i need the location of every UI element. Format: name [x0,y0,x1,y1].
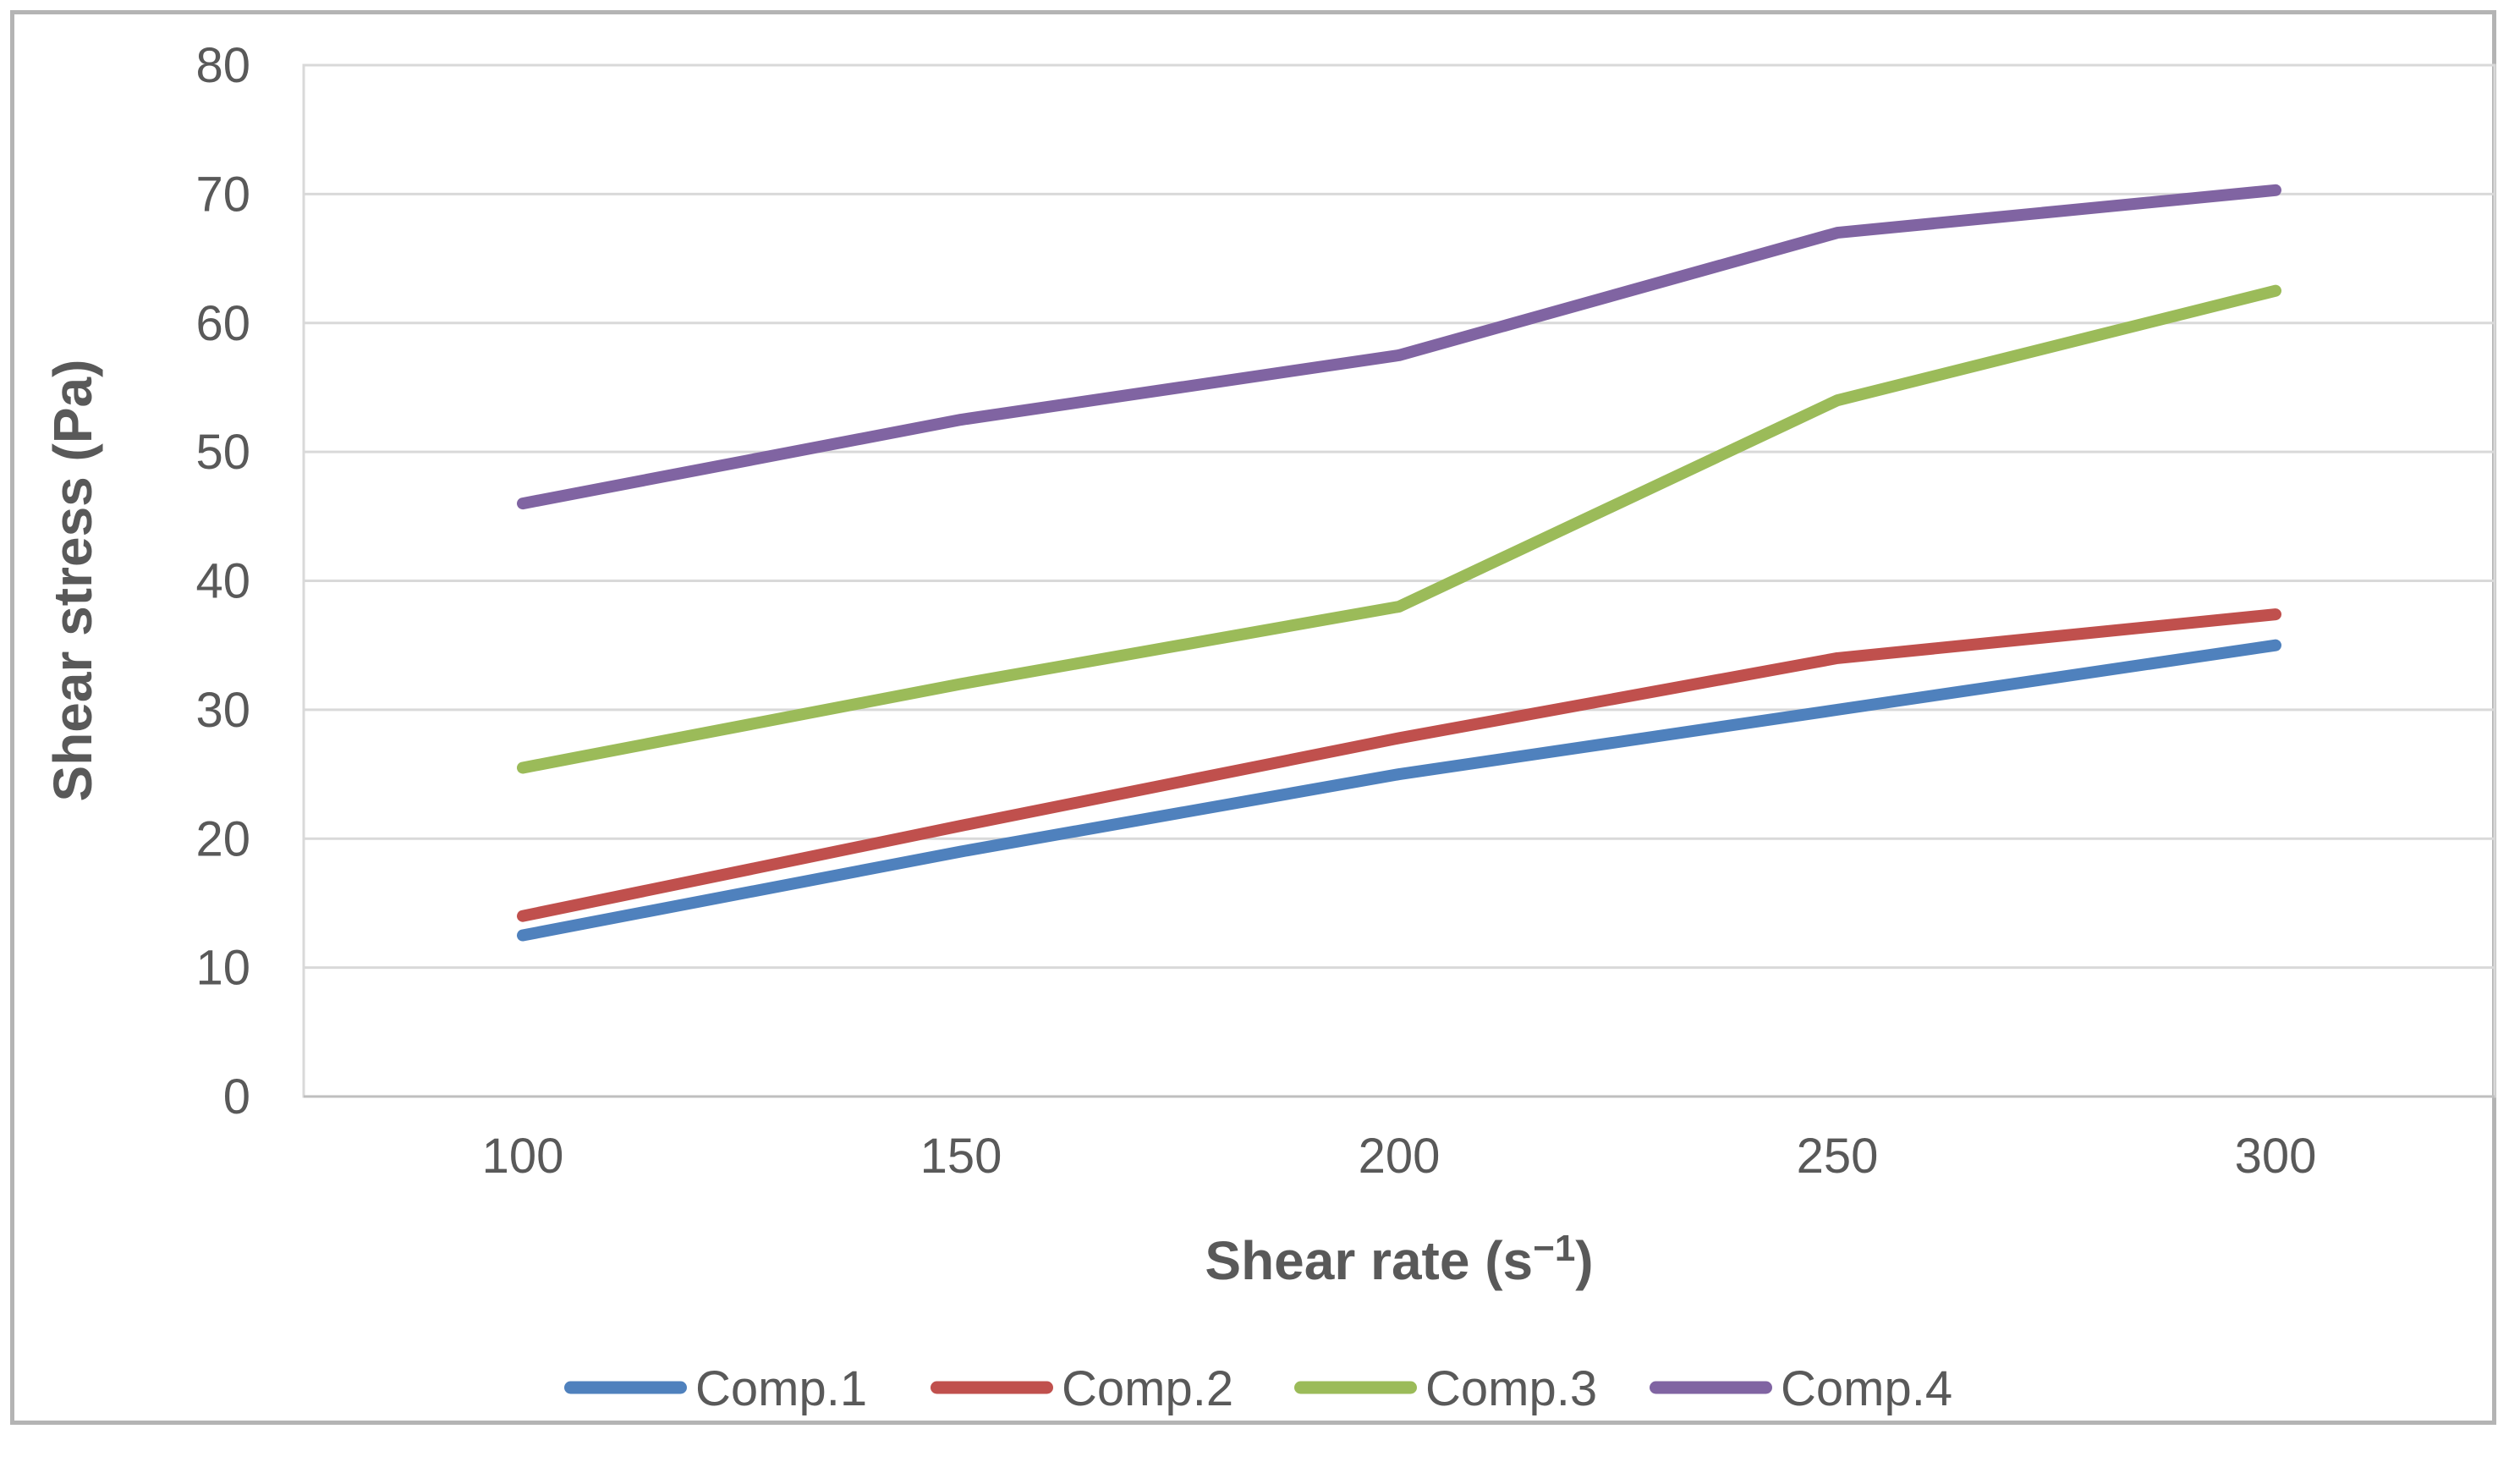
legend-swatch-comp-4 [1650,1381,1772,1394]
legend-label-comp-3: Comp.3 [1425,1361,1597,1416]
y-tick-label-0: 0 [223,1069,250,1124]
tick-label-layer: 0 10 20 30 40 50 60 70 80 100 150 200 250 300 [195,38,2316,1184]
series-line-comp-4 [517,184,2281,510]
x-axis-title-main: Shear rate (s [1205,1230,1533,1291]
y-tick-label-50: 50 [195,425,250,480]
y-axis-title: Shear stress (Pa) [42,360,103,802]
x-axis-title: Shear rate (s−1) [1205,1228,1593,1291]
y-tick-label-10: 10 [195,941,250,996]
legend-label-comp-1: Comp.1 [695,1361,867,1416]
x-tick-label-150: 150 [920,1129,1002,1184]
legend-item-comp-1: Comp.1 [564,1361,867,1416]
legend-item-comp-4: Comp.4 [1650,1361,1952,1416]
y-tick-label-80: 80 [195,38,250,93]
y-tick-label-20: 20 [195,811,250,866]
gridline-layer [302,63,2496,1098]
series-line-comp-1 [517,639,2281,942]
legend-swatch-comp-3 [1294,1381,1417,1394]
legend-label-comp-2: Comp.2 [1062,1361,1233,1416]
series-layer [517,184,2281,942]
x-tick-label-300: 300 [2235,1129,2317,1184]
legend-label-comp-4: Comp.4 [1781,1361,1952,1416]
y-tick-label-40: 40 [195,554,250,609]
x-tick-label-100: 100 [482,1129,564,1184]
series-line-comp-2 [517,608,2281,922]
y-tick-label-70: 70 [195,167,250,222]
x-axis-title-superscript: −1 [1533,1228,1575,1269]
x-axis-title-end: ) [1575,1230,1593,1291]
legend-item-comp-2: Comp.2 [931,1361,1233,1416]
y-tick-label-30: 30 [195,683,250,738]
legend-item-comp-3: Comp.3 [1294,1361,1597,1416]
series-line-comp-3 [517,284,2281,774]
legend: Comp.1 Comp.2 Comp.3 Comp.4 [564,1361,1952,1416]
legend-swatch-comp-1 [564,1381,687,1394]
y-tick-label-60: 60 [195,296,250,351]
x-tick-label-200: 200 [1359,1129,1441,1184]
x-tick-label-250: 250 [1797,1129,1879,1184]
legend-swatch-comp-2 [931,1381,1053,1394]
figure-border [10,10,2496,1425]
